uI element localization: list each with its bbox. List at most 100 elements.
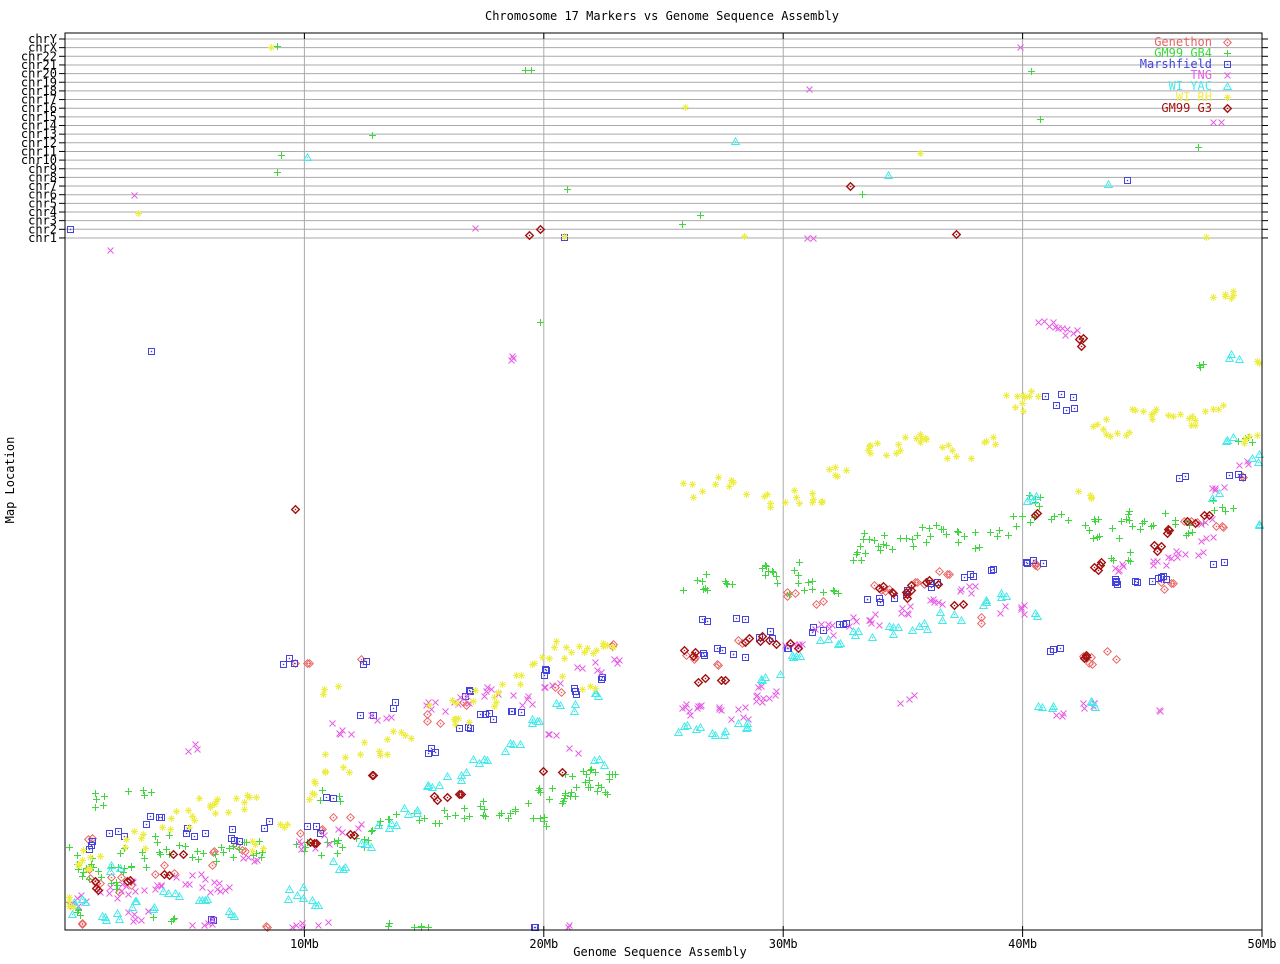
marker-dot	[150, 350, 153, 353]
data-point	[875, 543, 882, 550]
marker-shape	[1254, 520, 1265, 529]
marker-shape	[1031, 491, 1042, 500]
data-point	[218, 844, 225, 851]
marker-dot	[119, 867, 122, 870]
marker-shape	[1157, 708, 1164, 715]
data-point	[592, 659, 599, 666]
marker-shape	[336, 793, 343, 800]
data-point	[384, 751, 391, 758]
marker-shape	[1012, 404, 1019, 411]
data-point	[472, 225, 479, 232]
marker-shape	[557, 680, 564, 687]
marker-shape	[943, 531, 950, 538]
marker-shape	[679, 221, 686, 228]
marker-shape	[843, 467, 850, 474]
data-point	[1065, 517, 1072, 524]
data-point	[836, 621, 843, 628]
data-point	[143, 864, 150, 871]
marker-shape	[1222, 435, 1233, 444]
data-point	[386, 920, 393, 927]
marker-shape	[365, 837, 372, 844]
marker-dot	[603, 764, 606, 767]
marker-shape	[759, 699, 766, 706]
marker-dot	[332, 797, 335, 800]
marker-shape	[486, 710, 493, 717]
marker-shape	[854, 549, 861, 556]
marker-shape	[114, 914, 125, 923]
data-point	[1052, 324, 1059, 331]
marker-shape	[488, 686, 495, 693]
data-point	[1195, 552, 1202, 559]
data-point	[933, 579, 944, 590]
data-point	[945, 442, 952, 449]
data-point	[805, 579, 812, 586]
marker-shape	[132, 916, 139, 923]
marker-dot	[702, 652, 705, 655]
marker-shape	[698, 702, 705, 709]
data-point	[465, 724, 472, 731]
data-point	[1177, 411, 1184, 418]
marker-dot	[1226, 41, 1229, 44]
marker-shape	[850, 614, 857, 621]
data-point	[992, 441, 999, 448]
marker-shape	[173, 808, 180, 815]
marker-shape	[990, 434, 997, 441]
data-point	[293, 922, 300, 929]
data-point	[546, 796, 553, 803]
marker-dot	[1044, 395, 1047, 398]
data-point	[853, 626, 864, 635]
data-point	[194, 895, 205, 904]
data-point	[361, 836, 368, 843]
marker-shape	[1124, 177, 1131, 184]
marker-dot	[683, 649, 686, 652]
series-wi-rh	[66, 44, 1263, 911]
marker-shape	[229, 911, 240, 920]
data-point	[1090, 423, 1097, 430]
data-point	[1089, 562, 1100, 573]
data-point	[399, 803, 410, 812]
marker-dot	[533, 926, 536, 929]
data-point	[491, 694, 498, 701]
marker-shape	[907, 625, 918, 634]
marker-shape	[1116, 567, 1123, 574]
data-point	[150, 869, 161, 880]
data-point	[976, 618, 987, 629]
data-point	[546, 655, 553, 662]
data-point	[290, 658, 301, 669]
marker-dot	[101, 915, 104, 918]
marker-dot	[81, 923, 84, 926]
data-point	[461, 805, 468, 812]
marker-shape	[490, 716, 497, 723]
x-tick-label: 20Mb	[529, 937, 558, 951]
data-point	[214, 796, 221, 803]
marker-dot	[338, 868, 341, 871]
marker-shape	[555, 700, 566, 709]
marker-dot	[866, 598, 869, 601]
data-point	[716, 704, 723, 711]
data-point	[968, 455, 975, 462]
marker-shape	[1013, 523, 1020, 530]
marker-shape	[348, 731, 355, 738]
marker-dot	[172, 853, 175, 856]
marker-shape	[893, 622, 904, 631]
data-point	[220, 849, 227, 856]
marker-shape	[703, 571, 710, 578]
marker-dot	[84, 901, 87, 904]
marker-shape	[509, 708, 516, 715]
x-tick-label: 10Mb	[290, 937, 319, 951]
marker-shape	[182, 843, 189, 850]
marker-shape	[819, 498, 826, 505]
marker-dot	[69, 228, 72, 231]
data-point	[809, 499, 816, 506]
marker-shape	[546, 731, 553, 738]
marker-shape	[1140, 408, 1147, 415]
marker-shape	[1230, 505, 1237, 512]
marker-shape	[1189, 529, 1196, 536]
marker-shape	[876, 595, 883, 602]
marker-shape	[87, 854, 94, 861]
data-point	[1112, 565, 1119, 572]
marker-shape	[972, 529, 979, 536]
marker-shape	[1123, 432, 1130, 439]
legend-item: WI RH	[1176, 90, 1231, 104]
